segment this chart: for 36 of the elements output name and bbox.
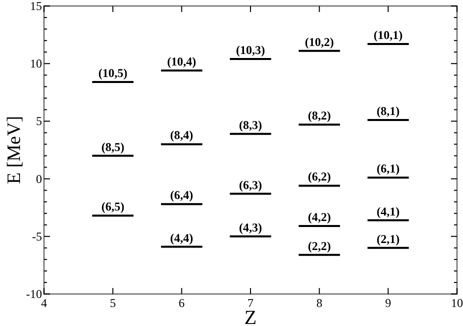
annotation: (4,3) <box>239 220 262 234</box>
annotation: (10,4) <box>167 54 196 69</box>
annotation: (8,5) <box>101 140 124 154</box>
x-tick-label: 8 <box>316 296 322 310</box>
y-tick-label: 15 <box>30 0 42 13</box>
annotation: (6,4) <box>170 188 194 202</box>
annotation: (8,4) <box>170 128 194 142</box>
annotation: (4,2) <box>308 210 331 224</box>
y-tick-label: -10 <box>26 287 42 301</box>
x-tick-label: 7 <box>248 296 254 310</box>
annotation: (2,1) <box>376 232 400 246</box>
annotation: (6,2) <box>308 170 331 184</box>
annotation: (4,1) <box>376 204 400 218</box>
x-tick-label: 6 <box>178 296 185 310</box>
annotation: (8,1) <box>376 104 400 118</box>
annotation: (6,5) <box>101 200 124 214</box>
y-tick-label: 5 <box>36 114 42 128</box>
annotation: (10,2) <box>304 34 334 49</box>
x-tick-label: 10 <box>451 296 463 310</box>
annotation: (4,4) <box>170 230 194 245</box>
annotation: (10,1) <box>374 28 403 42</box>
annotation: (6,3) <box>239 178 262 192</box>
x-axis-title: Z <box>244 307 257 326</box>
annotation: (10,5) <box>98 66 128 80</box>
y-axis-title: E [MeV] <box>4 116 25 184</box>
annotation: (10,3) <box>236 42 265 57</box>
annotation: (8,2) <box>308 108 331 123</box>
x-tick-label: 9 <box>385 296 392 310</box>
y-tick-label: 10 <box>30 56 42 71</box>
annotation: (2,2) <box>308 238 331 253</box>
x-tick-label: 5 <box>110 296 116 310</box>
y-tick-label: -5 <box>32 229 42 244</box>
annotation: (8,3) <box>239 118 262 132</box>
annotation: (6,1) <box>376 162 400 176</box>
x-tick-label: 4 <box>41 296 47 310</box>
y-tick-label: 0 <box>36 172 42 186</box>
